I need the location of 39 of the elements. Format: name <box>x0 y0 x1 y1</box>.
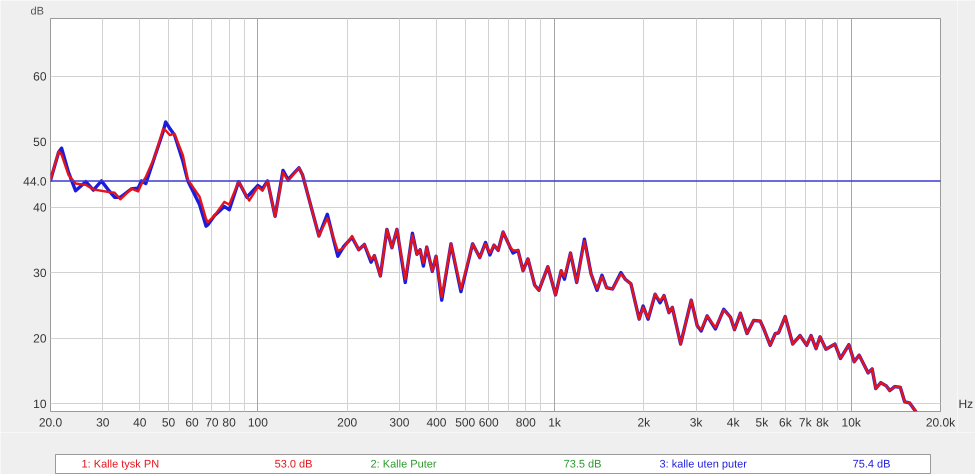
x-tick-label: 300 <box>389 416 410 430</box>
y-tick-label: 10 <box>33 397 47 412</box>
text: 73.5 dB <box>564 458 602 470</box>
legend-label: 2: Kalle Puter <box>370 458 437 470</box>
y-axis-title: dB <box>30 6 44 18</box>
x-tick-label: 40 <box>133 416 147 430</box>
x-tick-label: 4k <box>726 416 740 430</box>
x-tick-label: 50 <box>162 416 176 430</box>
x-tick-label: 8k <box>816 416 830 430</box>
x-tick-label: 100 <box>248 416 268 430</box>
x-tick-label: 3k <box>690 416 704 430</box>
text: 3: kalle uten puter <box>660 458 748 470</box>
x-tick-label: 70 <box>205 416 219 430</box>
x-tick-label: 400 <box>426 416 447 430</box>
x-tick-label: 20.0k <box>926 416 956 430</box>
ref-line-label: 44.0 <box>23 174 47 188</box>
x-tick-label: 2k <box>637 416 652 430</box>
y-tick-label: 20 <box>33 332 47 346</box>
y-tick-label: 60 <box>33 70 47 84</box>
x-tick-label: 30 <box>96 416 110 430</box>
x-tick-label: 10k <box>842 416 862 430</box>
x-tick-label: 500 <box>455 416 476 430</box>
y-tick-label: 50 <box>33 135 47 150</box>
text: 1: Kalle tysk PN <box>82 458 160 470</box>
y-tick-label: 40 <box>33 200 47 215</box>
x-tick-label: 60 <box>185 416 200 430</box>
x-tick-label: 80 <box>222 416 236 430</box>
x-tick-label: 600 <box>478 416 500 430</box>
x-tick-label: 800 <box>516 416 536 430</box>
x-tick-label: 6k <box>779 416 793 430</box>
x-tick-label: 7k <box>798 416 813 430</box>
x-tick-label: 200 <box>337 416 358 430</box>
text: 53.0 dB <box>274 458 312 470</box>
x-tick-label: 5k <box>756 416 770 430</box>
x-axis-title: Hz <box>958 397 974 412</box>
text: 75.4 dB <box>852 458 890 470</box>
x-tick-label: 1k <box>548 416 562 430</box>
x-tick-label: 20.0 <box>38 416 63 430</box>
y-tick-label: 30 <box>33 266 47 280</box>
